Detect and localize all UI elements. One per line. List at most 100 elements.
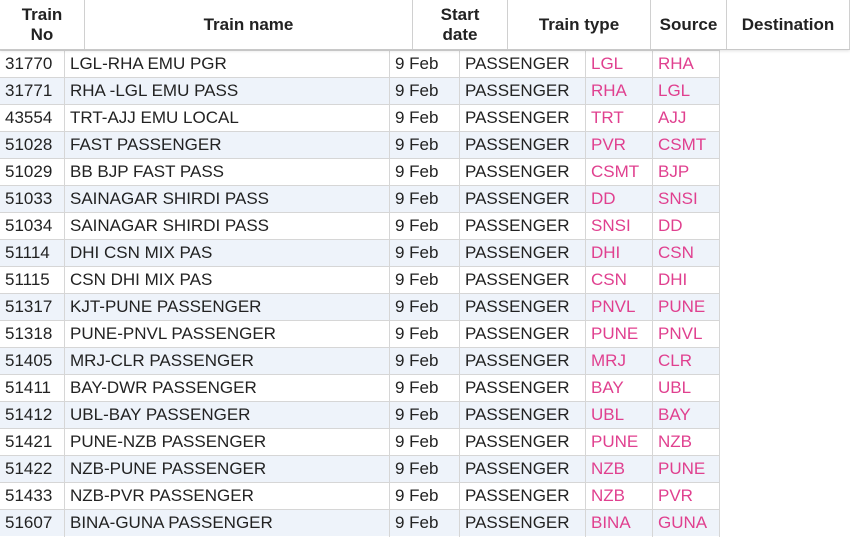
cell-train-type: PASSENGER [460, 51, 586, 78]
column-header-train-type[interactable]: Train type [508, 0, 651, 49]
table-row[interactable]: 51433 NZB-PVR PASSENGER 9 Feb PASSENGER NZB P… [0, 482, 720, 510]
table-row[interactable]: 51412 UBL-BAY PASSENGER 9 Feb PASSENGER UBL B… [0, 401, 720, 429]
cell-destination: SNSI [653, 186, 720, 213]
column-header-label: Train No [21, 4, 63, 44]
cell-start-date: 9 Feb [390, 348, 460, 375]
table-row[interactable]: 51405 MRJ-CLR PASSENGER 9 Feb PASSENGER MRJ C… [0, 347, 720, 375]
cell-train-name: NZB-PVR PASSENGER [65, 483, 390, 510]
cell-train-no: 51034 [0, 213, 65, 240]
table-row[interactable]: 51421 PUNE-NZB PASSENGER 9 Feb PASSENGER PUN… [0, 428, 720, 456]
table-row[interactable]: 51607 BINA-GUNA PASSENGER 9 Feb PASSENGER BI… [0, 509, 720, 537]
table-row[interactable]: 51115 CSN DHI MIX PAS 9 Feb PASSENGER CSN DHI [0, 266, 720, 294]
cell-train-name: BB BJP FAST PASS [65, 159, 390, 186]
cell-train-no: 51033 [0, 186, 65, 213]
cell-source: NZB [586, 483, 653, 510]
cell-train-no: 51317 [0, 294, 65, 321]
table-row[interactable]: 51033 SAINAGAR SHIRDI PASS 9 Feb PASSENGER D… [0, 185, 720, 213]
cell-source: LGL [586, 51, 653, 78]
cell-start-date: 9 Feb [390, 483, 460, 510]
cell-train-no: 51422 [0, 456, 65, 483]
cell-start-date: 9 Feb [390, 186, 460, 213]
cell-start-date: 9 Feb [390, 267, 460, 294]
cell-source: BAY [586, 375, 653, 402]
cell-destination: AJJ [653, 105, 720, 132]
cell-train-type: PASSENGER [460, 456, 586, 483]
table-row[interactable]: 51411 BAY-DWR PASSENGER 9 Feb PASSENGER BAY U… [0, 374, 720, 402]
cell-train-type: PASSENGER [460, 375, 586, 402]
cell-train-type: PASSENGER [460, 348, 586, 375]
cell-train-type: PASSENGER [460, 294, 586, 321]
cell-destination: GUNA [653, 510, 720, 537]
table-row[interactable]: 51422 NZB-PUNE PASSENGER 9 Feb PASSENGER NZB… [0, 455, 720, 483]
cell-start-date: 9 Feb [390, 51, 460, 78]
column-header-label: Start date [440, 4, 480, 44]
table-row[interactable]: 31770 LGL-RHA EMU PGR 9 Feb PASSENGER LGL RHA [0, 50, 720, 78]
cell-train-name: FAST PASSENGER [65, 132, 390, 159]
cell-train-name: LGL-RHA EMU PGR [65, 51, 390, 78]
cell-destination: NZB [653, 429, 720, 456]
cell-train-no: 51318 [0, 321, 65, 348]
cell-train-type: PASSENGER [460, 321, 586, 348]
cell-source: DD [586, 186, 653, 213]
cell-train-no: 51607 [0, 510, 65, 537]
cell-train-name: PUNE-PNVL PASSENGER [65, 321, 390, 348]
cell-source: CSMT [586, 159, 653, 186]
cell-destination: CSMT [653, 132, 720, 159]
cell-train-name: UBL-BAY PASSENGER [65, 402, 390, 429]
cell-start-date: 9 Feb [390, 510, 460, 537]
cell-start-date: 9 Feb [390, 78, 460, 105]
cell-train-no: 43554 [0, 105, 65, 132]
cell-source: PUNE [586, 321, 653, 348]
cell-train-name: MRJ-CLR PASSENGER [65, 348, 390, 375]
cell-source: PUNE [586, 429, 653, 456]
table-row[interactable]: 51114 DHI CSN MIX PAS 9 Feb PASSENGER DHI CSN [0, 239, 720, 267]
cell-train-no: 31770 [0, 51, 65, 78]
cell-train-type: PASSENGER [460, 240, 586, 267]
cell-source: UBL [586, 402, 653, 429]
cell-start-date: 9 Feb [390, 429, 460, 456]
column-header-train-name[interactable]: Train name [85, 0, 413, 49]
cell-destination: PUNE [653, 456, 720, 483]
cell-train-type: PASSENGER [460, 105, 586, 132]
cell-train-name: CSN DHI MIX PAS [65, 267, 390, 294]
table-row[interactable]: 51317 KJT-PUNE PASSENGER 9 Feb PASSENGER PNV… [0, 293, 720, 321]
cell-train-no: 51412 [0, 402, 65, 429]
table-row[interactable]: 31771 RHA -LGL EMU PASS 9 Feb PASSENGER RHA L… [0, 77, 720, 105]
cell-train-type: PASSENGER [460, 510, 586, 537]
cell-source: NZB [586, 456, 653, 483]
cell-train-no: 51411 [0, 375, 65, 402]
table-row[interactable]: 43554 TRT-AJJ EMU LOCAL 9 Feb PASSENGER TRT A… [0, 104, 720, 132]
cell-train-name: TRT-AJJ EMU LOCAL [65, 105, 390, 132]
cell-start-date: 9 Feb [390, 159, 460, 186]
cell-train-no: 51421 [0, 429, 65, 456]
cell-source: RHA [586, 78, 653, 105]
column-header-label: Destination [741, 14, 835, 34]
cell-destination: PNVL [653, 321, 720, 348]
cell-train-type: PASSENGER [460, 186, 586, 213]
cell-train-no: 51433 [0, 483, 65, 510]
cell-start-date: 9 Feb [390, 105, 460, 132]
cell-train-name: RHA -LGL EMU PASS [65, 78, 390, 105]
table-row[interactable]: 51034 SAINAGAR SHIRDI PASS 9 Feb PASSENGER S… [0, 212, 720, 240]
column-header-train-no[interactable]: Train No [0, 0, 85, 49]
table-row[interactable]: 51029 BB BJP FAST PASS 9 Feb PASSENGER CSMT B… [0, 158, 720, 186]
cell-train-no: 51028 [0, 132, 65, 159]
table-header: Train No Train name Start date Train typ… [0, 0, 850, 50]
table-row[interactable]: 51318 PUNE-PNVL PASSENGER 9 Feb PASSENGER PU… [0, 320, 720, 348]
cell-train-type: PASSENGER [460, 132, 586, 159]
cell-destination: CSN [653, 240, 720, 267]
cell-start-date: 9 Feb [390, 456, 460, 483]
table-row[interactable]: 51028 FAST PASSENGER 9 Feb PASSENGER PVR CSMT [0, 131, 720, 159]
cell-train-type: PASSENGER [460, 429, 586, 456]
cell-train-no: 31771 [0, 78, 65, 105]
cell-start-date: 9 Feb [390, 132, 460, 159]
cell-destination: RHA [653, 51, 720, 78]
cell-source: BINA [586, 510, 653, 537]
cell-train-no: 51405 [0, 348, 65, 375]
cell-source: CSN [586, 267, 653, 294]
cell-train-no: 51115 [0, 267, 65, 294]
column-header-start-date[interactable]: Start date [413, 0, 508, 49]
column-header-source[interactable]: Source [651, 0, 727, 49]
column-header-destination[interactable]: Destination [727, 0, 850, 49]
